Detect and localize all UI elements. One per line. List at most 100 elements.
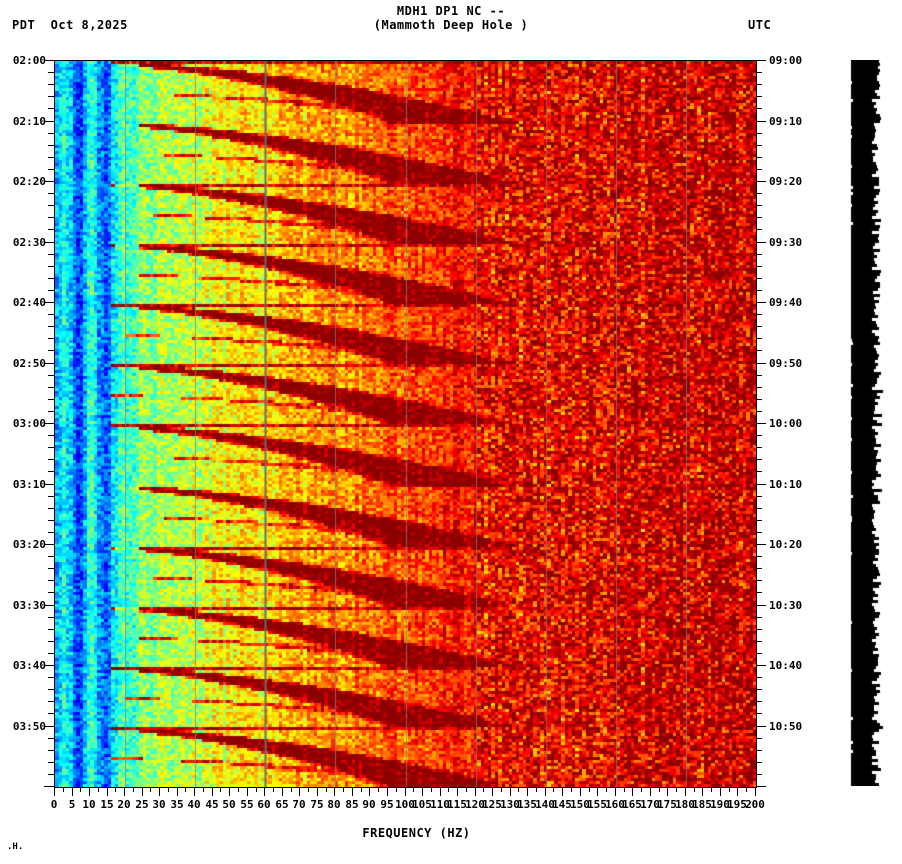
- time-axis-right-minor-tick: [756, 447, 762, 448]
- frequency-axis-minor-tick: [641, 787, 642, 792]
- time-axis-right-label: 09:10: [769, 115, 803, 128]
- time-axis-left-major-tick: [44, 605, 54, 606]
- time-axis-left-minor-tick: [48, 278, 54, 279]
- header-local-timezone-date: PDT Oct 8,2025: [12, 18, 128, 32]
- frequency-axis-minor-tick: [168, 787, 169, 792]
- time-axis-right-minor-tick: [756, 229, 762, 230]
- frequency-axis-label: 160: [605, 798, 625, 811]
- time-axis-right-label: 10:10: [769, 478, 803, 491]
- time-axis-right-major-tick: [756, 423, 766, 424]
- time-axis-right-minor-tick: [756, 738, 762, 739]
- time-axis-right-minor-tick: [756, 217, 762, 218]
- time-axis-left-minor-tick: [48, 193, 54, 194]
- time-axis-right-minor-tick: [756, 326, 762, 327]
- time-axis-left-major-tick: [44, 786, 54, 787]
- time-axis-left-minor-tick: [48, 580, 54, 581]
- time-axis-right-major-tick: [756, 242, 766, 243]
- frequency-axis-label: 195: [727, 798, 747, 811]
- time-axis-left-minor-tick: [48, 399, 54, 400]
- time-axis-left-minor-tick: [48, 689, 54, 690]
- frequency-axis-major-tick: [457, 787, 458, 796]
- frequency-axis-major-tick: [142, 787, 143, 796]
- frequency-axis-major-tick: [54, 787, 55, 796]
- frequency-axis-major-tick: [177, 787, 178, 796]
- frequency-axis-label: 15: [100, 798, 114, 811]
- time-axis-right-minor-tick: [756, 266, 762, 267]
- time-axis-left-minor-tick: [48, 774, 54, 775]
- frequency-axis-label: 100: [395, 798, 415, 811]
- time-axis-left-label: 02:50: [12, 357, 46, 370]
- frequency-axis-minor-tick: [361, 787, 362, 792]
- time-axis-left-major-tick: [44, 665, 54, 666]
- time-axis-left-minor-tick: [48, 84, 54, 85]
- frequency-axis-minor-tick: [659, 787, 660, 792]
- spectrogram-plot[interactable]: [54, 60, 757, 788]
- frequency-axis-label: 105: [412, 798, 432, 811]
- time-axis-right-minor-tick: [756, 290, 762, 291]
- time-axis-right-minor-tick: [756, 133, 762, 134]
- time-axis-right-major-tick: [756, 363, 766, 364]
- time-axis-right-label: 09:50: [769, 357, 803, 370]
- frequency-axis-major-tick: [422, 787, 423, 796]
- frequency-axis-minor-tick: [98, 787, 99, 792]
- time-axis-left-minor-tick: [48, 641, 54, 642]
- frequency-axis-major-tick: [492, 787, 493, 796]
- station-subtitle: (Mammoth Deep Hole ): [373, 18, 529, 32]
- time-axis-left-minor-tick: [48, 677, 54, 678]
- frequency-axis-minor-tick: [448, 787, 449, 792]
- time-axis-left-minor-tick: [48, 629, 54, 630]
- time-axis-left-minor-tick: [48, 762, 54, 763]
- frequency-axis-major-tick: [475, 787, 476, 796]
- frequency-axis-minor-tick: [676, 787, 677, 792]
- frequency-axis-major-tick: [632, 787, 633, 796]
- time-axis-left-minor-tick: [48, 205, 54, 206]
- time-axis-right-major-tick: [756, 60, 766, 61]
- frequency-axis-label: 170: [640, 798, 660, 811]
- time-axis-left-label: 03:30: [12, 599, 46, 612]
- time-axis-left-minor-tick: [48, 133, 54, 134]
- time-axis-left-minor-tick: [48, 520, 54, 521]
- frequency-axis-major-tick: [545, 787, 546, 796]
- time-axis-right-minor-tick: [756, 713, 762, 714]
- frequency-axis-major-tick: [580, 787, 581, 796]
- time-axis-right-major-tick: [756, 181, 766, 182]
- frequency-axis-label: 190: [710, 798, 730, 811]
- frequency-axis-major-tick: [299, 787, 300, 796]
- frequency-axis-major-tick: [247, 787, 248, 796]
- frequency-axis-label: 150: [570, 798, 590, 811]
- time-axis-right-minor-tick: [756, 629, 762, 630]
- time-axis-right-minor-tick: [756, 205, 762, 206]
- frequency-axis-major-tick: [702, 787, 703, 796]
- time-axis-left-major-tick: [44, 363, 54, 364]
- frequency-axis-minor-tick: [63, 787, 64, 792]
- frequency-axis-major-tick: [440, 787, 441, 796]
- time-axis-right-major-tick: [756, 484, 766, 485]
- frequency-axis-major-tick: [107, 787, 108, 796]
- time-axis-right-minor-tick: [756, 701, 762, 702]
- frequency-axis-minor-tick: [606, 787, 607, 792]
- time-axis-right-minor-tick: [756, 72, 762, 73]
- time-axis-right-minor-tick: [756, 592, 762, 593]
- time-axis-left-minor-tick: [48, 701, 54, 702]
- frequency-axis-major-tick: [352, 787, 353, 796]
- frequency-axis-minor-tick: [589, 787, 590, 792]
- time-axis-left-major-tick: [44, 60, 54, 61]
- time-axis-right-major-tick: [756, 786, 766, 787]
- time-axis-left-minor-tick: [48, 290, 54, 291]
- frequency-axis-label: 50: [222, 798, 236, 811]
- frequency-axis-title-text: FREQUENCY (HZ): [362, 826, 471, 840]
- frequency-axis-label: 80: [327, 798, 341, 811]
- time-axis-right-minor-tick: [756, 435, 762, 436]
- frequency-axis-minor-tick: [694, 787, 695, 792]
- time-axis-left-major-tick: [44, 423, 54, 424]
- time-axis-right-minor-tick: [756, 568, 762, 569]
- time-axis-left-minor-tick: [48, 217, 54, 218]
- frequency-axis-label: 155: [587, 798, 607, 811]
- frequency-axis-minor-tick: [746, 787, 747, 792]
- frequency-axis-minor-tick: [536, 787, 537, 792]
- time-axis-left-minor-tick: [48, 556, 54, 557]
- time-axis-left-label: 02:10: [12, 115, 46, 128]
- time-axis-left-minor-tick: [48, 229, 54, 230]
- frequency-axis-minor-tick: [553, 787, 554, 792]
- frequency-axis-minor-tick: [308, 787, 309, 792]
